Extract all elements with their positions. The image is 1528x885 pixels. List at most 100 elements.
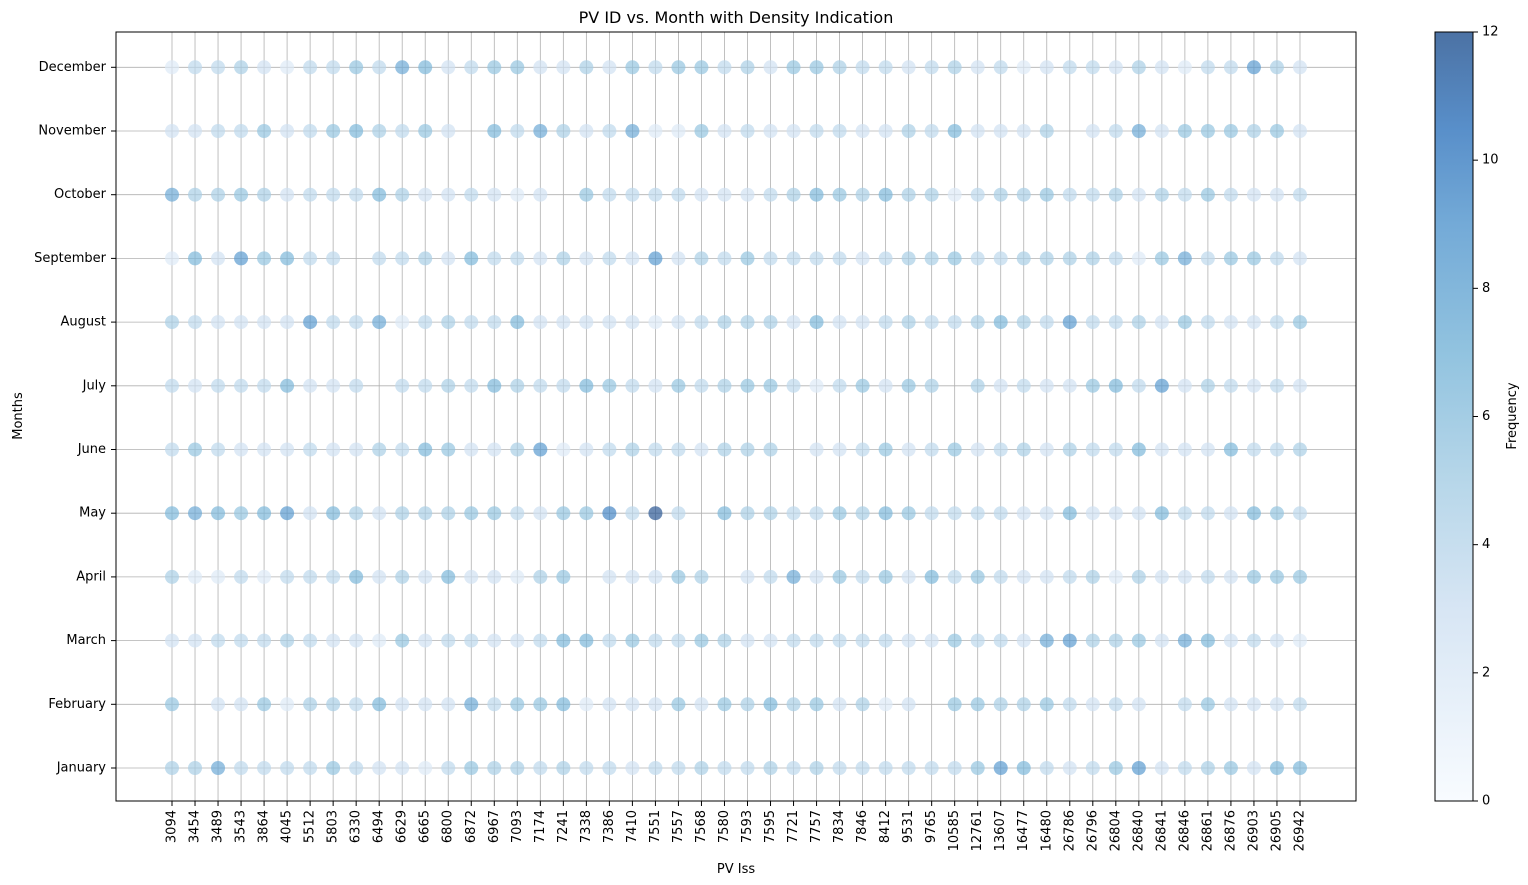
scatter-point <box>349 60 364 75</box>
scatter-point <box>1269 251 1284 266</box>
scatter-point <box>901 633 916 648</box>
scatter-point <box>970 124 985 138</box>
scatter-point <box>1269 442 1284 457</box>
scatter-point <box>901 187 916 202</box>
scatter-point <box>533 761 548 775</box>
scatter-point <box>165 442 179 457</box>
x-tick-label: 10585 <box>947 810 962 851</box>
scatter-point <box>395 378 410 393</box>
scatter-point <box>1062 378 1077 393</box>
scatter-point <box>418 569 433 584</box>
scatter-point <box>556 124 571 138</box>
scatter-point <box>1269 506 1284 521</box>
scatter-point <box>1269 60 1284 75</box>
scatter-point <box>1039 506 1054 521</box>
scatter-point <box>763 442 778 457</box>
scatter-point <box>234 442 249 457</box>
scatter-point <box>1223 506 1238 521</box>
scatter-point <box>418 251 433 266</box>
scatter-point <box>326 124 341 138</box>
x-tick-label: 12761 <box>970 810 985 851</box>
scatter-point <box>970 251 985 266</box>
scatter-point <box>372 187 387 202</box>
scatter-point <box>970 315 985 330</box>
scatter-point <box>1131 569 1146 584</box>
scatter-point <box>303 569 318 584</box>
scatter-point <box>1200 506 1215 521</box>
scatter-point <box>395 315 410 330</box>
scatter-point <box>625 60 640 75</box>
scatter-point <box>970 569 985 584</box>
scatter-point <box>763 251 778 266</box>
scatter-point <box>1108 124 1123 138</box>
scatter-point <box>556 506 571 521</box>
scatter-point <box>648 60 663 75</box>
scatter-point <box>349 633 364 648</box>
scatter-point <box>1039 633 1054 648</box>
scatter-point <box>280 124 295 138</box>
scatter-point <box>740 569 755 584</box>
scatter-point <box>694 569 709 584</box>
scatter-point <box>395 506 410 521</box>
scatter-point <box>809 378 824 393</box>
scatter-point <box>809 633 824 648</box>
scatter-point <box>1016 569 1031 584</box>
scatter-point <box>1177 761 1192 775</box>
scatter-point <box>763 60 778 75</box>
scatter-point <box>924 761 939 775</box>
scatter-point <box>533 315 548 330</box>
scatter-point <box>418 442 433 457</box>
scatter-point <box>418 315 433 330</box>
scatter-point <box>1108 761 1123 775</box>
scatter-point <box>878 697 893 712</box>
scatter-point <box>648 315 663 330</box>
scatter-point <box>1177 442 1192 457</box>
scatter-point <box>625 506 640 521</box>
scatter-point <box>257 442 272 457</box>
scatter-point <box>878 506 893 521</box>
scatter-point <box>303 442 318 457</box>
x-tick-label: 7568 <box>694 810 709 843</box>
scatter-point <box>257 124 272 138</box>
scatter-point <box>579 60 594 75</box>
scatter-point <box>165 251 179 266</box>
scatter-point <box>349 442 364 457</box>
scatter-point <box>1108 60 1123 75</box>
x-tick-label: 16477 <box>1016 810 1031 851</box>
scatter-point <box>1039 315 1054 330</box>
scatter-point <box>924 251 939 266</box>
scatter-point <box>372 315 387 330</box>
scatter-point <box>602 124 617 138</box>
colorbar-gradient <box>1434 31 1474 802</box>
scatter-point <box>510 761 525 775</box>
x-tick-label: 26786 <box>1062 810 1077 851</box>
scatter-point <box>1223 569 1238 584</box>
scatter-point <box>947 697 962 712</box>
scatter-point <box>280 506 295 521</box>
scatter-point <box>1223 315 1238 330</box>
scatter-point <box>234 378 249 393</box>
scatter-point <box>1108 506 1123 521</box>
scatter-point <box>349 697 364 712</box>
scatter-point <box>1085 442 1100 457</box>
scatter-point <box>625 697 640 712</box>
scatter-point <box>372 251 387 266</box>
x-tick-label: 6872 <box>464 810 479 843</box>
scatter-point <box>395 569 410 584</box>
y-tick-label: March <box>66 633 106 648</box>
scatter-point <box>648 569 663 584</box>
scatter-point <box>303 506 318 521</box>
scatter-point <box>694 761 709 775</box>
scatter-point <box>1039 569 1054 584</box>
scatter-point <box>947 124 962 138</box>
scatter-point <box>1062 315 1077 330</box>
scatter-point <box>1039 697 1054 712</box>
scatter-point <box>487 251 502 266</box>
scatter-point <box>901 378 916 393</box>
y-axis: January February March April May June July Augu… <box>34 60 116 776</box>
scatter-point <box>510 633 525 648</box>
scatter-point <box>1016 124 1031 138</box>
x-tick-label: 3454 <box>188 810 203 843</box>
x-tick-label: 26905 <box>1269 810 1284 851</box>
scatter-point <box>257 60 272 75</box>
